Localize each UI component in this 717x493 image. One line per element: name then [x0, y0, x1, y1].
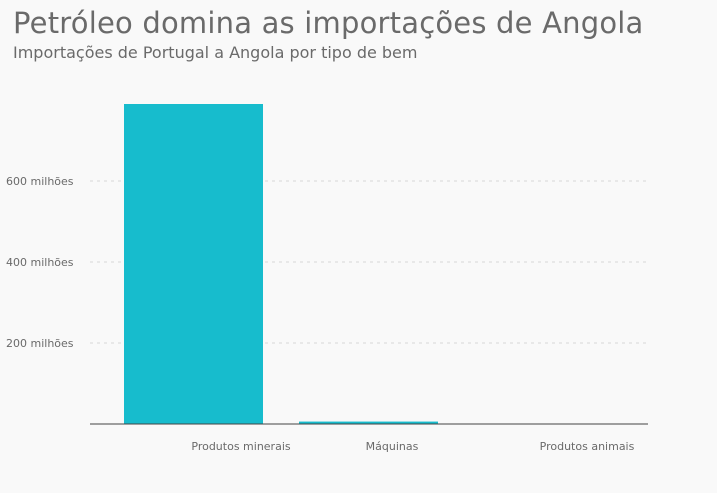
y-tick-label: 600 milhões: [6, 175, 74, 188]
y-tick-label: 200 milhões: [6, 337, 74, 350]
x-tick-label: Máquinas: [366, 440, 419, 453]
y-tick-label: 400 milhões: [6, 256, 74, 269]
x-axis-tick-labels: Produtos minerais Máquinas Produtos animai…: [191, 440, 634, 453]
y-axis-tick-labels: 200 milhões 400 milhões 600 milhões: [6, 175, 74, 350]
bar: [299, 421, 438, 424]
x-tick-label: Produtos minerais: [191, 440, 291, 453]
chart-title: Petróleo domina as importações de Angola: [13, 6, 644, 40]
bar: [124, 104, 263, 424]
chart-subtitle: Importações de Portugal a Angola por tip…: [13, 43, 418, 62]
bars: [124, 104, 613, 424]
x-tick-label: Produtos animais: [540, 440, 635, 453]
